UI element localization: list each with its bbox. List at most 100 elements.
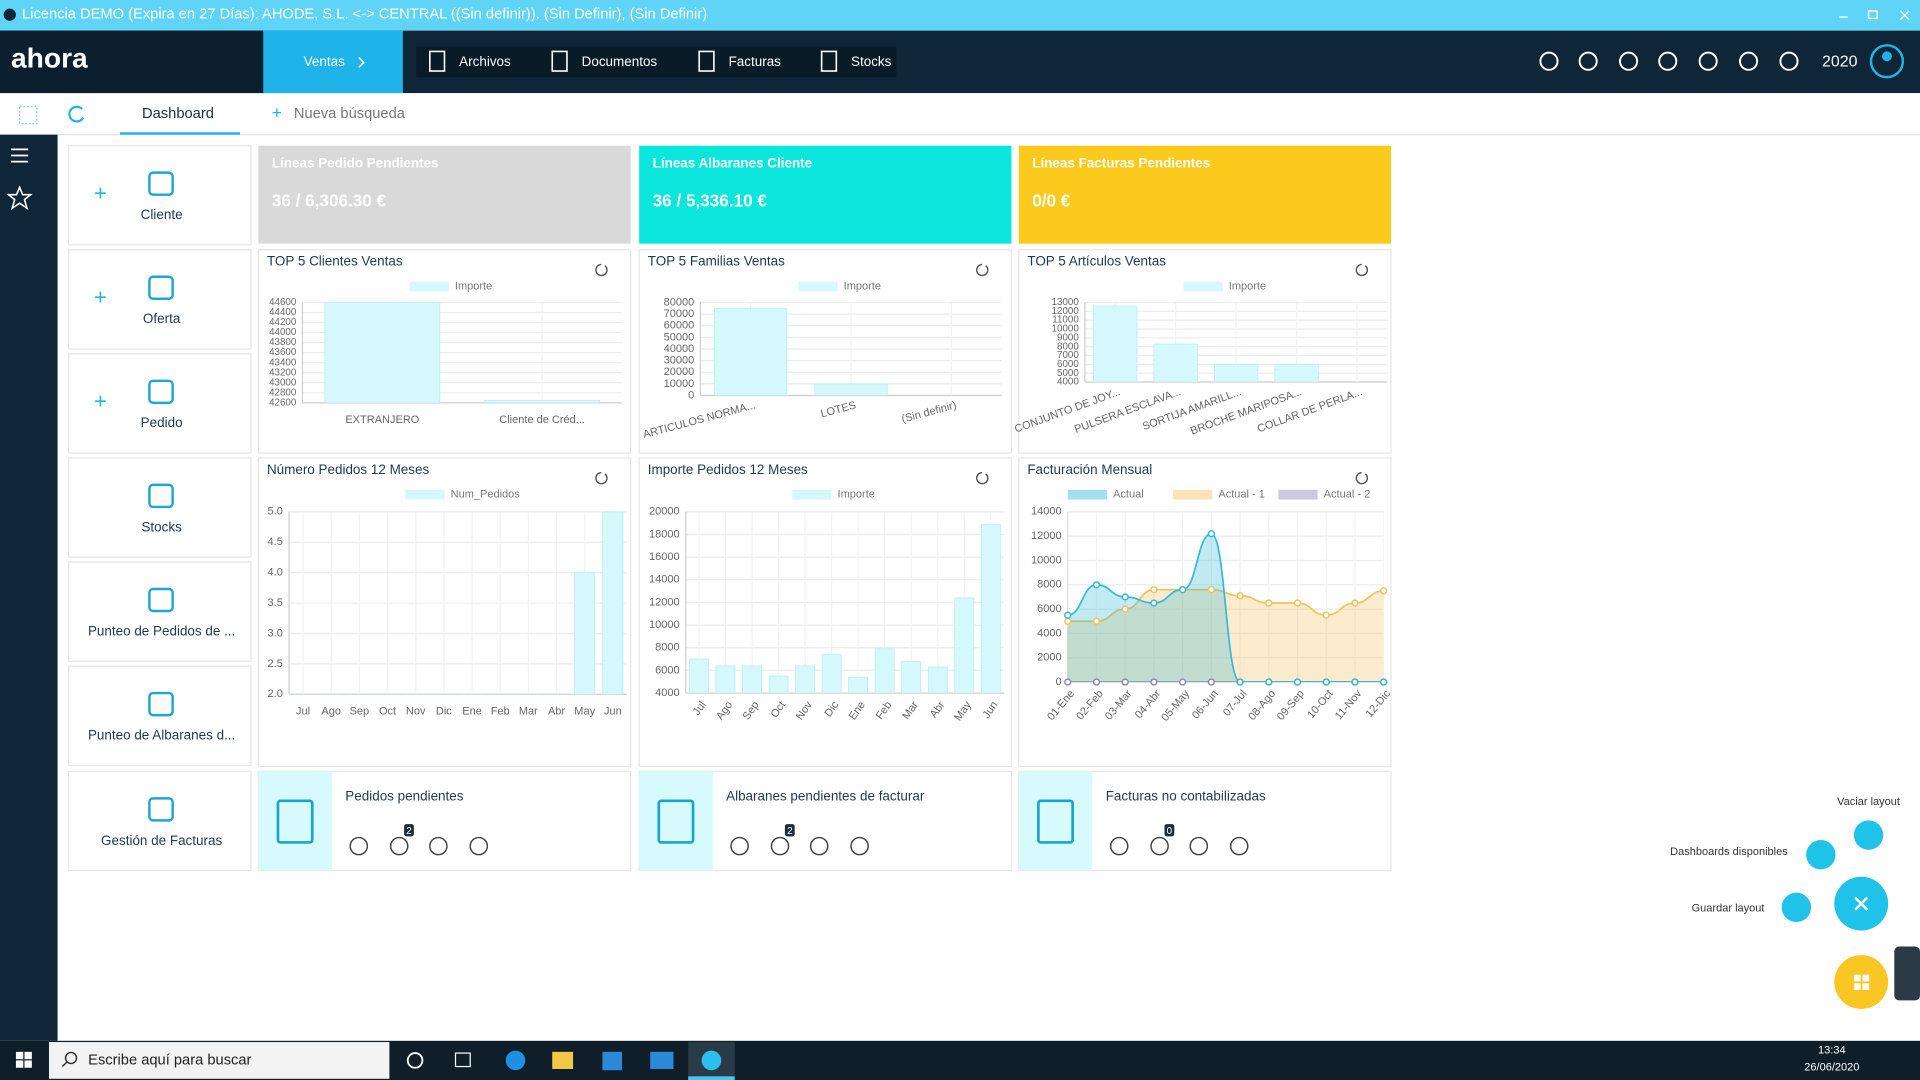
fab-dashboards[interactable] [1806, 840, 1836, 870]
tab-dashboard[interactable]: Dashboard [142, 106, 214, 122]
shortcut-label[interactable]: Punteo de Albaranes d... [88, 727, 235, 742]
active-module[interactable] [263, 30, 403, 94]
year[interactable]: 2020 [1822, 54, 1858, 71]
menu-icon[interactable] [820, 50, 838, 72]
side-tab[interactable] [1894, 946, 1920, 1001]
y-tick-label: 6000 [655, 664, 680, 676]
fab-save[interactable] [1781, 892, 1812, 923]
x-tick-label: Ene [462, 705, 482, 717]
clock-date[interactable]: 26/06/2020 [1804, 1062, 1859, 1074]
point [1322, 678, 1330, 686]
refresh-button[interactable] [595, 471, 608, 485]
task-action[interactable] [850, 836, 869, 856]
refresh-button[interactable] [976, 471, 989, 485]
toolbar-icon[interactable] [1539, 51, 1559, 71]
menu-label[interactable]: Stocks [851, 54, 892, 69]
task-view[interactable] [454, 1052, 471, 1068]
window-controls[interactable] [1839, 10, 1910, 21]
toolbar-icon[interactable] [1739, 51, 1759, 71]
toolbar-icon[interactable] [1578, 51, 1598, 71]
fab-layout[interactable] [1834, 955, 1889, 1009]
task-action[interactable] [429, 836, 448, 856]
shortcut-label[interactable]: Punteo de Pedidos de ... [88, 623, 235, 638]
y-tick-label: 44600 [269, 297, 297, 308]
fab-save-label[interactable]: Guardar layout [1692, 902, 1765, 914]
task-action[interactable] [389, 836, 409, 856]
search-placeholder[interactable]: Escribe aquí para buscar [88, 1052, 251, 1068]
shortcut-label[interactable]: Stocks [141, 519, 182, 534]
kpi-bg[interactable] [1018, 145, 1392, 244]
active-module-label[interactable]: Ventas [304, 54, 345, 69]
task-action[interactable] [349, 836, 369, 856]
y-tick-label: 70000 [664, 308, 695, 320]
mail-icon[interactable] [650, 1051, 674, 1069]
edge-icon[interactable] [505, 1050, 526, 1071]
task-title[interactable]: Facturas no contabilizadas [1106, 789, 1266, 804]
shortcut-label[interactable]: Pedido [141, 415, 183, 430]
search-icon [64, 1051, 78, 1065]
refresh-button[interactable] [976, 263, 989, 277]
bar [1153, 343, 1198, 383]
menu-label[interactable]: Archivos [459, 54, 511, 69]
ahora-taskbar-icon[interactable] [701, 1050, 722, 1071]
bar [689, 658, 709, 694]
menu-icon[interactable] [429, 50, 446, 72]
toolbar-icon[interactable] [1779, 51, 1799, 71]
refresh-icon[interactable] [68, 105, 85, 123]
shortcut-label[interactable]: Oferta [143, 311, 181, 326]
task-action[interactable] [469, 836, 489, 856]
search-box[interactable] [48, 1042, 390, 1079]
start-button[interactable] [15, 1051, 32, 1068]
fab-dashboards-label[interactable]: Dashboards disponibles [1670, 846, 1788, 858]
x-tick-label: Feb [491, 705, 510, 717]
fab-clear[interactable] [1853, 820, 1884, 850]
refresh-button[interactable] [1355, 263, 1369, 277]
y-tick-label: 10000 [664, 378, 695, 390]
bar [821, 654, 842, 694]
close-icon [1854, 896, 1869, 911]
store-icon[interactable] [602, 1051, 623, 1071]
task-action[interactable] [809, 836, 829, 856]
task-action[interactable] [1150, 836, 1169, 856]
toolbar-icon[interactable] [1698, 51, 1718, 71]
shortcut-icon [148, 483, 174, 509]
y-tick-label: 43200 [269, 367, 297, 378]
task-action[interactable] [1229, 836, 1249, 856]
menu-icon[interactable] [11, 148, 29, 163]
menu-icon[interactable] [698, 50, 715, 72]
task-action[interactable] [1189, 836, 1209, 856]
toolbar-icon[interactable] [1658, 51, 1678, 71]
cortana[interactable] [406, 1052, 424, 1069]
tab-new-search[interactable]: Nueva búsqueda [294, 106, 406, 122]
menu-label[interactable]: Documentos [582, 54, 658, 69]
menu-label[interactable]: Facturas [729, 54, 782, 69]
shortcut-label[interactable]: Cliente [141, 207, 183, 222]
y-tick-label: 8000 [1057, 341, 1079, 352]
kpi-bg[interactable] [258, 145, 631, 244]
refresh-button[interactable] [1355, 471, 1369, 485]
logo[interactable]: ahora [11, 42, 88, 73]
shortcut-icon [148, 587, 174, 613]
shortcut-tile: + Cliente [67, 145, 252, 246]
refresh-button[interactable] [595, 263, 608, 277]
task-action[interactable] [730, 836, 749, 856]
fab-clear-label[interactable]: Vaciar layout [1837, 796, 1900, 808]
clock-time[interactable]: 13:34 [1818, 1045, 1846, 1057]
favorites-icon[interactable] [6, 185, 33, 211]
plus-icon: + [94, 285, 107, 310]
task-action[interactable] [1109, 836, 1129, 856]
task-title[interactable]: Albaranes pendientes de facturar [726, 789, 925, 804]
legend-swatch [409, 281, 449, 292]
grid-icon[interactable] [18, 105, 38, 125]
y-tick-label: 2000 [1037, 652, 1062, 664]
bar [901, 660, 922, 694]
task-title[interactable]: Pedidos pendientes [345, 789, 463, 804]
point [1207, 530, 1216, 538]
menu-icon[interactable] [551, 50, 568, 72]
shortcut-label[interactable]: Gestión de Facturas [101, 833, 222, 848]
user-avatar[interactable] [1869, 44, 1905, 79]
toolbar-icon[interactable] [1619, 51, 1639, 71]
explorer-icon[interactable] [552, 1051, 574, 1069]
task-action[interactable] [770, 836, 790, 856]
kpi-bg[interactable] [639, 145, 1012, 244]
